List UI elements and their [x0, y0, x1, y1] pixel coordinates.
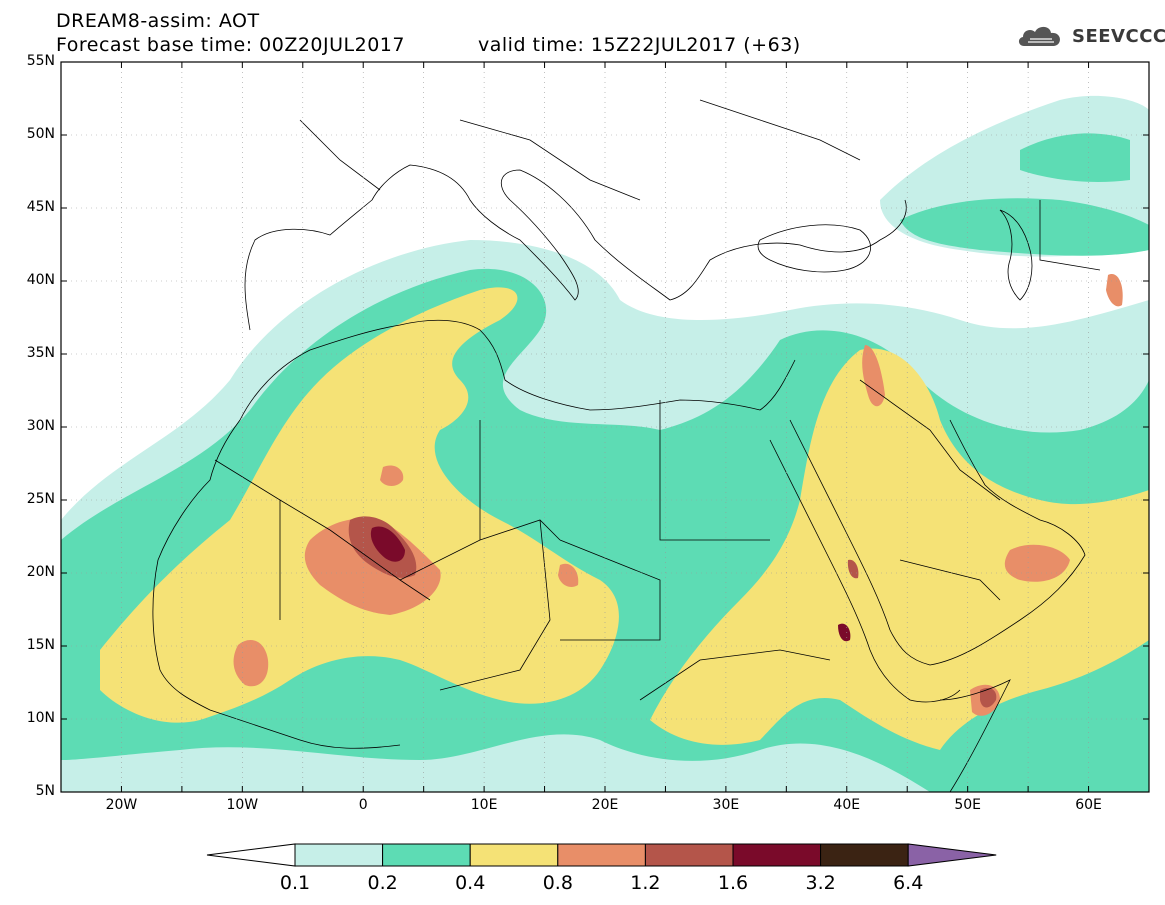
seevccc-logo: SEEVCCC: [1016, 22, 1165, 50]
lon-label: 30E: [712, 797, 740, 813]
colorbar-segment: [294, 843, 384, 867]
colorbar-label: 0.1: [279, 872, 311, 894]
coastline: [769, 439, 961, 703]
coastline: [757, 224, 871, 273]
lon-label: 50E: [954, 797, 981, 813]
border: [459, 119, 641, 201]
border: [399, 519, 561, 581]
lon-label: 10W: [226, 797, 259, 813]
border: [279, 499, 431, 601]
lat-label: 40N: [26, 272, 55, 288]
colorbar-right-extension: [907, 843, 997, 867]
lat-label: 45N: [26, 199, 55, 215]
coastline: [789, 419, 1086, 666]
lat-label: 55N: [26, 53, 55, 69]
colorbar-label: 6.4: [893, 872, 924, 894]
logo-text: SEEVCCC: [1072, 25, 1165, 47]
colorbar-label: 0.8: [542, 872, 573, 894]
aot-level-4: [380, 465, 404, 486]
aot-level-4: [1004, 544, 1070, 582]
colorbar-label: 1.6: [717, 872, 749, 894]
lat-label: 35N: [26, 345, 55, 361]
lon-label: 10E: [470, 797, 498, 813]
lat-label: 10N: [26, 710, 55, 726]
colorbar-label: 3.2: [805, 872, 836, 894]
lat-label: 20N: [26, 564, 55, 580]
colorbar-segment: [820, 843, 909, 867]
coastline: [239, 319, 796, 421]
border: [214, 459, 281, 620]
border: [439, 519, 551, 691]
lat-label: 30N: [26, 418, 55, 434]
aot-level-4: [558, 563, 579, 587]
gridlines: [61, 61, 1149, 793]
border: [1039, 200, 1101, 271]
border: [699, 99, 861, 161]
lon-label: 0: [358, 797, 368, 813]
aot-level-4: [862, 345, 885, 407]
aot-level-4: [1106, 274, 1123, 307]
aot-field: [61, 95, 1149, 792]
colorbar-segment: [557, 843, 646, 867]
aot-level-5: [847, 559, 859, 579]
lat-label: 15N: [26, 637, 55, 653]
colorbar-left-extension: [206, 843, 296, 867]
aot-level-4: [233, 640, 269, 687]
lon-label: 60E: [1075, 797, 1102, 813]
coastline: [939, 679, 1011, 792]
lat-label: 25N: [26, 491, 55, 507]
borders: [152, 99, 1101, 792]
colorbar-segment: [644, 843, 734, 867]
colorbar-segment: [732, 843, 822, 867]
coastline: [999, 209, 1033, 301]
aot-level-3: [650, 348, 1149, 750]
border: [899, 559, 1001, 601]
forecast-base-time: Forecast base time: 00Z20JUL2017: [56, 34, 405, 56]
colorbar-label: 1.2: [630, 872, 661, 894]
colorbar-label: 0.2: [367, 872, 398, 894]
border: [299, 119, 381, 191]
border: [859, 379, 1001, 501]
colorbar-label: 0.4: [455, 872, 486, 894]
aot-level-5: [980, 688, 997, 708]
border: [639, 649, 831, 701]
valid-time: valid time: 15Z22JUL2017 (+63): [478, 34, 801, 56]
lon-label: 20E: [591, 797, 619, 813]
colorbar-segment: [382, 843, 471, 867]
colorbar: [206, 843, 997, 867]
map-title: DREAM8-assim: AOT: [56, 10, 260, 32]
lon-label: 40E: [833, 797, 861, 813]
aot-level-3: [100, 287, 619, 723]
lat-label: 5N: [35, 783, 55, 799]
aot-level-2: [900, 198, 1149, 256]
cloud-icon: [1018, 26, 1061, 46]
border: [559, 539, 661, 641]
colorbar-segment: [469, 843, 559, 867]
border: [659, 400, 770, 541]
aot-level-6: [370, 526, 405, 562]
aot-level-2: [1020, 133, 1130, 182]
axis-ticks: [61, 61, 1149, 793]
aot-level-6: [838, 623, 851, 642]
coastline: [244, 164, 907, 331]
lat-label: 50N: [26, 126, 55, 142]
lon-label: 20W: [105, 797, 138, 813]
coastline: [152, 419, 401, 749]
